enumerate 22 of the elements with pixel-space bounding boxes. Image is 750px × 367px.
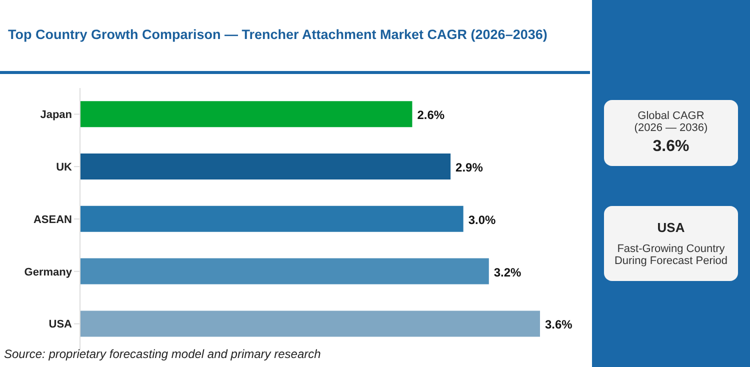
bar: [80, 206, 464, 232]
data-label: 3.2%: [494, 265, 522, 280]
data-label: 2.9%: [456, 160, 484, 174]
annotation: Source: proprietary forecasting model and primary research: [4, 347, 321, 361]
y-tick-label: Germany: [24, 266, 73, 278]
y-tick-label: Japan: [40, 109, 72, 122]
bar: [80, 310, 540, 337]
y-tick-label: USA: [48, 318, 72, 331]
text: Fast-Growing Country During Forecast Period: [613, 243, 729, 267]
y-tick-label: UK: [56, 162, 72, 174]
data-label: 2.6%: [417, 108, 445, 122]
data-label: 3.0%: [468, 212, 496, 227]
chart-title: Top Country Growth Comparison — Trencher Attachment Market CAGR (2026–2036): [8, 27, 548, 42]
bar: [80, 101, 412, 128]
data-label: 3.6%: [545, 318, 573, 332]
text: USA: [656, 220, 686, 235]
text: 3.6%: [652, 138, 690, 156]
text: Global CAGR: [636, 110, 706, 122]
text: (2026 — 2036): [633, 122, 709, 134]
y-tick-label: ASEAN: [33, 214, 72, 226]
bar: [80, 258, 489, 284]
bar: [80, 154, 451, 180]
